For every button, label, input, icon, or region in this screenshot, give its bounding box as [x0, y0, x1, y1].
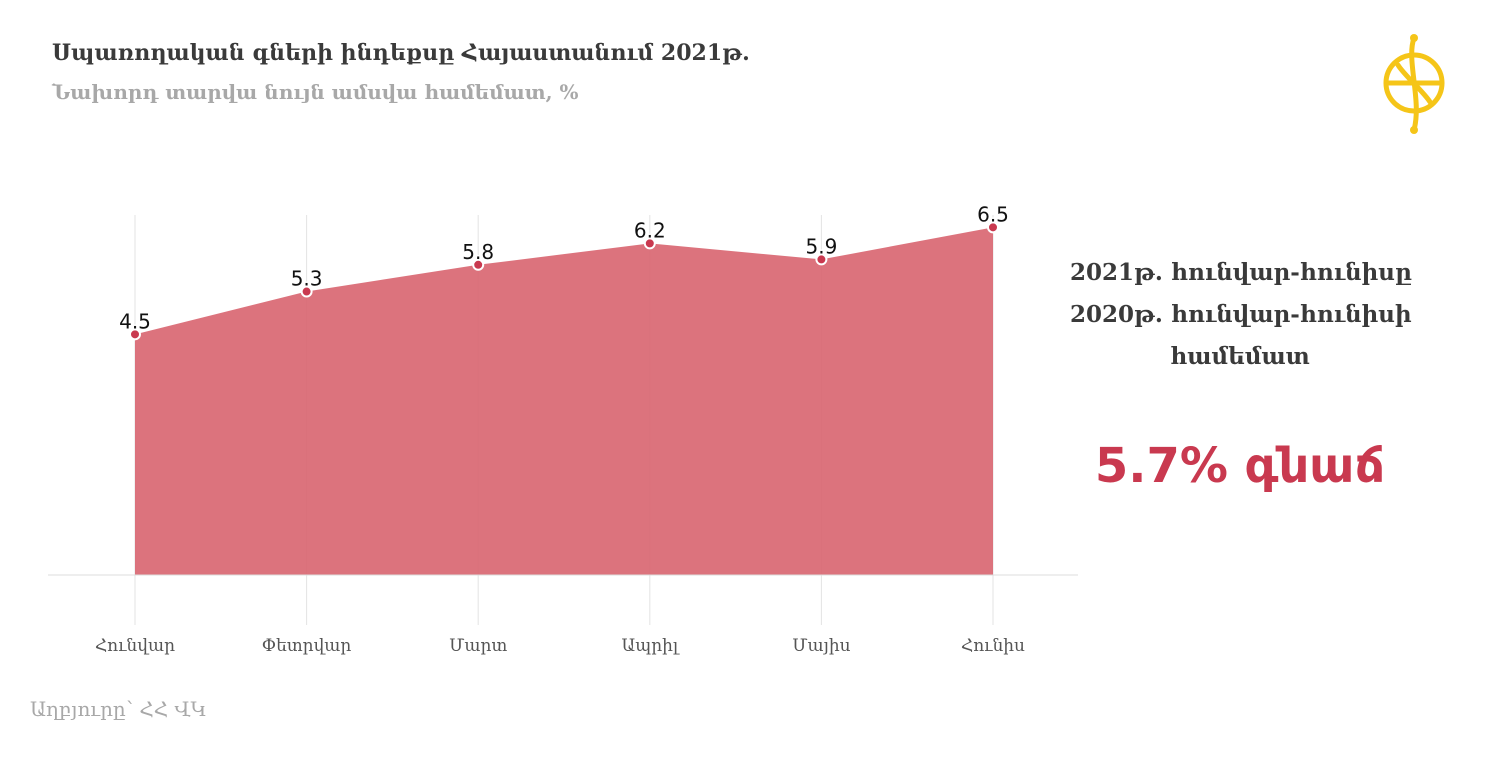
summary-text: 2021թ. հունվար-հունիսը 2020թ. հունվար-հո…	[1070, 252, 1412, 378]
x-tick-label: Մարտ	[449, 636, 507, 656]
data-point	[815, 253, 828, 266]
chart-subtitle: Նախորդ տարվա նույն ամսվա համեմատ, %	[52, 80, 579, 104]
brand-logo-icon	[1383, 34, 1445, 134]
chart-title: Սպառողական գների ինդեքսը Հայաստանում 202…	[52, 40, 750, 66]
data-label: 6.5	[977, 202, 1009, 226]
data-label: 4.5	[119, 309, 151, 333]
data-label: 5.3	[291, 267, 323, 291]
data-labels: 4.5 5.3 5.8 6.2 5.9 6.5	[118, 201, 1011, 335]
source-note: Աղբյուրը՝ ՀՀ ՎԿ	[30, 697, 207, 721]
summary-line-2: 2020թ. հունվար-հունիսի	[1070, 301, 1412, 328]
data-label: 5.9	[805, 234, 837, 258]
x-tick-label: Փետրվար	[262, 636, 352, 656]
data-points	[129, 221, 999, 341]
inflation-highlight: 5.7% գնաճ	[1094, 438, 1386, 494]
data-label: 6.2	[634, 218, 666, 242]
data-point	[300, 285, 313, 298]
data-point	[987, 221, 999, 234]
x-tick-label: Ապրիլ	[621, 636, 679, 656]
x-tick-label: Հունվար	[95, 636, 175, 656]
data-label: 5.8	[462, 240, 494, 264]
x-tick-label: Հունիս	[961, 636, 1025, 656]
x-tick-labels: Հունվար Փետրվար Մարտ Ապրիլ Մայիս Հունիս	[95, 636, 1025, 656]
summary-line-3: համեմատ	[1170, 343, 1310, 370]
summary-line-1: 2021թ. հունվար-հունիսը	[1070, 259, 1412, 286]
x-tick-label: Մայիս	[792, 636, 850, 656]
area-series	[135, 227, 993, 576]
area-chart: 4.5 5.3 5.8 6.2 5.9 6.5 Հունվար Փետրվար Մարտ Ապր…	[48, 201, 1078, 656]
data-point	[472, 258, 485, 271]
data-point	[643, 237, 656, 250]
data-point	[129, 328, 141, 341]
